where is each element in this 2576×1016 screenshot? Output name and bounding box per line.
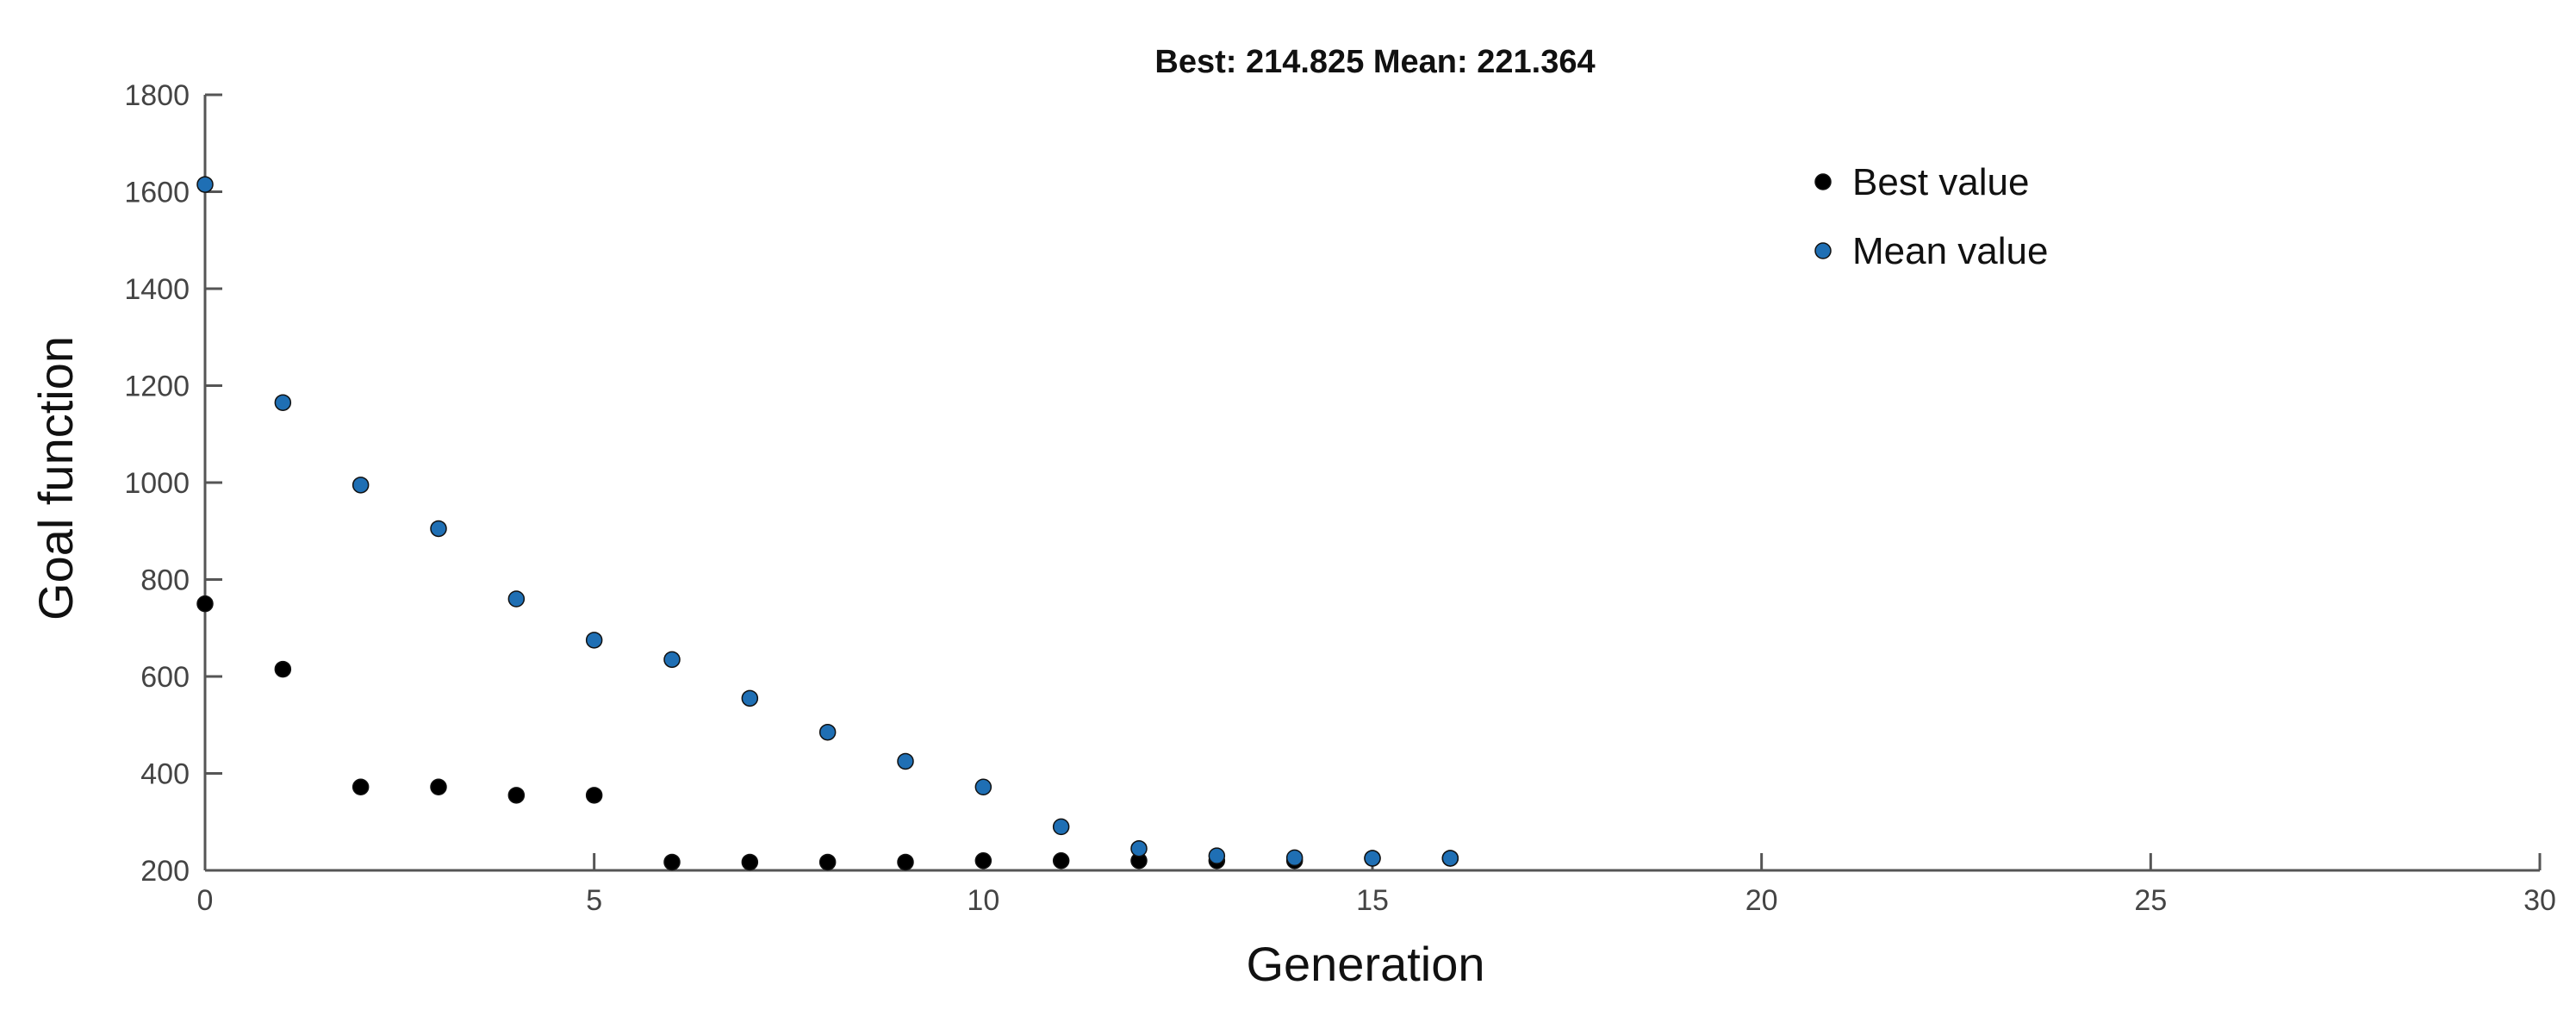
mean-value-point — [1441, 850, 1459, 867]
y-tick-label: 600 — [140, 661, 190, 694]
y-tick-label: 400 — [140, 758, 190, 791]
y-ticks: 200 400 600 800 1000 1200 1400 1600 1800 — [124, 79, 222, 888]
chart-title: Best: 214.825 Mean: 221.364 — [1154, 44, 1595, 80]
y-tick-label: 1800 — [124, 79, 190, 112]
mean-value-point — [1052, 818, 1070, 836]
best-value-point — [352, 778, 370, 795]
y-tick-label: 1200 — [124, 371, 190, 403]
best-value-point — [663, 853, 681, 871]
x-tick-label: 15 — [1356, 884, 1389, 917]
x-tick-label: 20 — [1745, 884, 1778, 917]
mean-value-point — [585, 632, 603, 649]
x-ticks: 0 5 10 15 20 25 30 — [197, 853, 2556, 917]
legend-label-best-value: Best value — [1852, 161, 2029, 203]
mean-value-point — [1208, 847, 1226, 864]
legend-label-mean-value: Mean value — [1852, 230, 2048, 272]
mean-value-point — [1364, 850, 1381, 867]
y-tick-label: 1000 — [124, 467, 190, 500]
x-tick-label: 25 — [2134, 884, 2167, 917]
mean-value-point — [352, 477, 370, 494]
best-value-point — [897, 853, 914, 871]
best-value-point — [274, 660, 292, 678]
mean-value-point — [430, 520, 447, 538]
legend: Best value Mean value — [1814, 161, 2048, 272]
best-value-point — [818, 853, 837, 871]
mean-value-point — [663, 651, 681, 669]
legend-marker-mean-value — [1814, 242, 1832, 259]
best-value-point — [507, 787, 526, 804]
mean-value-point — [1130, 839, 1148, 857]
x-tick-label: 5 — [586, 884, 602, 917]
x-tick-label: 30 — [2523, 884, 2556, 917]
y-tick-label: 200 — [140, 855, 190, 888]
mean-value-point — [1285, 849, 1304, 867]
x-tick-label: 10 — [967, 884, 999, 917]
axes — [203, 95, 2540, 872]
mean-value-point — [974, 778, 992, 795]
y-tick-label: 1600 — [124, 177, 190, 209]
mean-value-point — [741, 689, 759, 707]
best-value-point — [430, 778, 447, 795]
best-value-point — [974, 852, 992, 870]
best-value-point — [741, 853, 759, 871]
legend-marker-best-value — [1814, 173, 1832, 190]
x-axis-title: Generation — [1246, 937, 1484, 991]
mean-value-point — [196, 176, 214, 193]
mean-value-point — [507, 590, 526, 608]
data-points — [196, 176, 1459, 871]
mean-value-point — [818, 723, 837, 741]
mean-value-point — [897, 752, 914, 770]
best-value-point — [1052, 852, 1070, 870]
mean-value-point — [274, 394, 292, 411]
y-axis-title: Goal function — [28, 336, 83, 620]
y-tick-label: 1400 — [124, 273, 190, 306]
y-tick-label: 800 — [140, 564, 190, 597]
best-value-point — [585, 787, 603, 804]
x-tick-label: 0 — [197, 884, 214, 917]
best-value-point — [196, 595, 214, 613]
